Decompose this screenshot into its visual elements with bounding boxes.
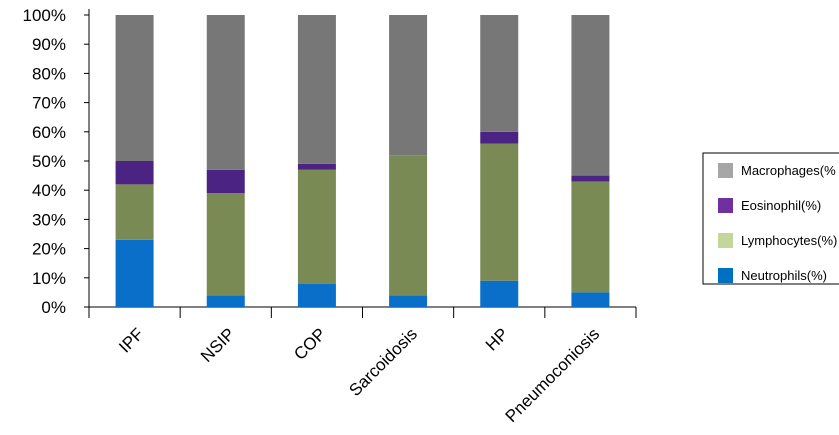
x-category-label: Sarcoidosis <box>345 324 421 400</box>
legend-label: Neutrophils(%) <box>741 268 827 283</box>
y-tick-label: 50% <box>32 152 66 171</box>
legend-swatch <box>718 198 733 213</box>
bar-segment <box>480 15 519 132</box>
x-category-label: COP <box>290 324 329 363</box>
y-axis: 0% 10% 20% 30% 40% 50% 60% 70% 80% 90% 100% <box>23 6 90 317</box>
y-tick-label: 20% <box>32 240 66 259</box>
bar-segment <box>206 169 245 194</box>
bar-segment <box>389 295 428 307</box>
legend-swatch <box>718 233 733 248</box>
bar-segment <box>297 283 336 307</box>
y-tick-label: 80% <box>32 64 66 83</box>
bar-segment <box>571 175 610 182</box>
bar-segment <box>297 169 336 284</box>
legend-label: Eosinophil(%) <box>741 198 821 213</box>
bar-segment <box>115 15 154 161</box>
bar-segment <box>115 239 154 307</box>
bar-segment <box>480 131 519 144</box>
legend-label: Lymphocytes(%) <box>741 233 837 248</box>
x-category-label: HP <box>482 324 512 354</box>
legend-swatch <box>718 163 733 178</box>
x-category-label: Pneumoconiosis <box>502 324 604 426</box>
legend: Macrophages(% Eosinophil(%) Lymphocytes(%)… <box>702 152 839 285</box>
bar-segment <box>571 181 610 293</box>
legend-label: Macrophages(% <box>741 163 836 178</box>
bar-segment <box>389 155 428 296</box>
bar-segment <box>206 295 245 307</box>
bar-segment <box>571 15 610 176</box>
y-tick-label: 60% <box>32 123 66 142</box>
y-tick-label: 90% <box>32 35 66 54</box>
y-tick-label: 100% <box>23 6 66 25</box>
bar-segment <box>115 161 154 185</box>
bar-segment <box>571 292 610 307</box>
legend-swatch <box>718 268 733 283</box>
y-tick-label: 30% <box>32 210 66 229</box>
bar-segment <box>206 193 245 296</box>
bar-segment <box>480 280 519 307</box>
bar-segment <box>297 163 336 170</box>
x-category-label: NSIP <box>197 324 238 365</box>
y-tick-label: 70% <box>32 94 66 113</box>
bar-segment <box>206 15 245 170</box>
bar-segment <box>480 143 519 281</box>
x-category-label: IPF <box>115 324 147 356</box>
y-tick-label: 40% <box>32 181 66 200</box>
y-tick-label: 10% <box>32 269 66 288</box>
bar-segment <box>115 184 154 240</box>
bars <box>115 15 610 307</box>
bar-segment <box>297 15 336 164</box>
y-tick-label: 0% <box>41 298 66 317</box>
bar-segment <box>389 15 428 156</box>
